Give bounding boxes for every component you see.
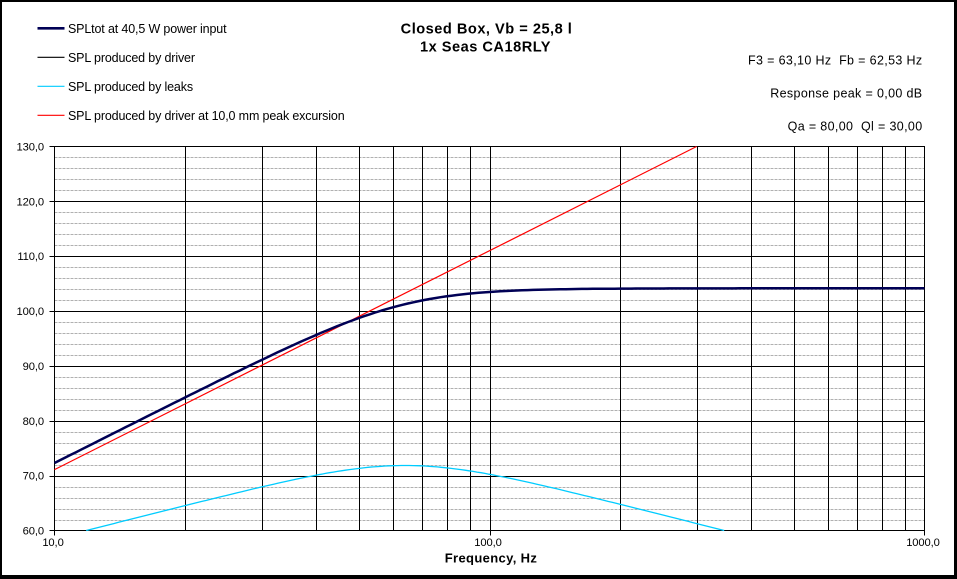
svg-text:120,0: 120,0: [17, 196, 45, 208]
svg-text:Response peak = 0,00 dB: Response peak = 0,00 dB: [770, 87, 922, 101]
svg-text:10,0: 10,0: [42, 537, 63, 549]
svg-text:Frequency, Hz: Frequency, Hz: [445, 551, 538, 566]
svg-text:80,0: 80,0: [23, 416, 44, 428]
svg-text:1x Seas CA18RLY: 1x Seas CA18RLY: [420, 39, 551, 55]
svg-text:130,0: 130,0: [17, 142, 45, 154]
svg-text:SPL produced by leaks: SPL produced by leaks: [68, 80, 193, 94]
svg-text:110,0: 110,0: [17, 251, 44, 263]
svg-text:60,0: 60,0: [23, 526, 44, 538]
svg-text:90,0: 90,0: [23, 361, 44, 373]
svg-text:70,0: 70,0: [23, 471, 44, 483]
svg-text:SPLtot at 40,5 W power input: SPLtot at 40,5 W power input: [68, 22, 227, 36]
svg-text:Closed Box, Vb = 25,8 l: Closed Box, Vb = 25,8 l: [401, 22, 573, 38]
svg-text:SPL produced by driver at 10,0: SPL produced by driver at 10,0 mm peak e…: [68, 109, 345, 123]
svg-text:100,0: 100,0: [474, 537, 502, 549]
svg-text:100,0: 100,0: [17, 306, 45, 318]
svg-text:1000,0: 1000,0: [906, 537, 940, 549]
svg-text:SPL produced by driver: SPL produced by driver: [68, 51, 195, 65]
svg-text:F3 = 63,10 Hz Fb = 62,53 Hz: F3 = 63,10 Hz Fb = 62,53 Hz: [748, 54, 922, 68]
svg-text:Qa = 80,00 Ql = 30,00: Qa = 80,00 Ql = 30,00: [788, 120, 923, 134]
